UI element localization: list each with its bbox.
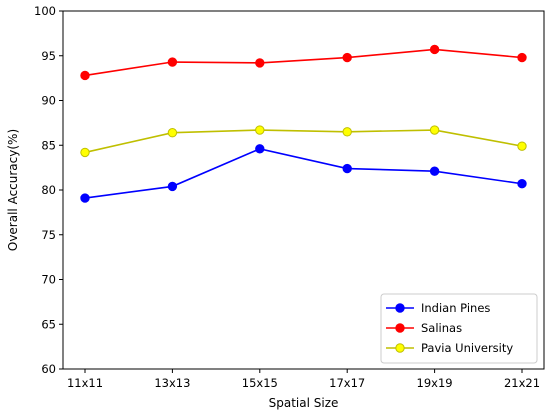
data-point-salinas xyxy=(429,44,440,55)
data-point-pavia-university xyxy=(255,125,265,135)
legend-marker xyxy=(395,323,405,333)
data-point-pavia-university xyxy=(167,128,178,138)
legend-frame xyxy=(380,293,538,364)
y-axis-label: Overall Accuracy(%) xyxy=(6,129,20,251)
data-point-salinas xyxy=(342,52,352,63)
y-tick-label: 75 xyxy=(41,228,56,242)
legend-label: Pavia University xyxy=(421,341,513,355)
series-pavia-university xyxy=(80,125,527,158)
series-indian-pines xyxy=(80,144,527,203)
y-tick-label: 60 xyxy=(41,362,56,376)
data-point-pavia-university xyxy=(429,125,440,135)
data-point-salinas xyxy=(255,58,265,68)
y-tick-label: 70 xyxy=(41,273,56,287)
legend-item-pavia-university: Pavia University xyxy=(386,341,513,355)
data-point-indian-pines xyxy=(342,163,352,174)
data-point-pavia-university xyxy=(342,127,352,137)
x-tick-label: 13x13 xyxy=(154,376,190,390)
x-tick-label: 17x17 xyxy=(329,376,365,390)
y-tick-label: 100 xyxy=(34,4,56,18)
legend-label: Salinas xyxy=(421,321,462,335)
series-line-salinas xyxy=(84,48,523,77)
y-tick-label: 90 xyxy=(41,94,56,108)
plot-area-frame xyxy=(62,10,545,370)
y-tick-label: 80 xyxy=(41,183,56,197)
legend-item-indian-pines: Indian Pines xyxy=(386,301,490,315)
x-tick-label: 21x21 xyxy=(504,376,540,390)
x-tick-label: 15x15 xyxy=(242,376,278,390)
data-point-indian-pines xyxy=(255,144,265,154)
legend-label: Indian Pines xyxy=(421,301,490,315)
data-point-salinas xyxy=(517,52,527,63)
x-tick-label: 19x19 xyxy=(417,376,453,390)
y-tick-label: 65 xyxy=(41,317,56,331)
axis-ticks: 60 65 70 75 80 85 90 95 100 11x11 13x13 15x15 17x17 1… xyxy=(34,4,540,390)
data-point-indian-pines xyxy=(517,179,527,189)
legend-marker xyxy=(395,303,405,313)
data-point-pavia-university xyxy=(80,147,90,158)
data-point-indian-pines xyxy=(429,166,440,176)
x-axis-label: Spatial Size xyxy=(269,396,339,410)
legend-item-salinas: Salinas xyxy=(386,321,462,335)
series-line-pavia-university xyxy=(84,129,523,154)
data-point-indian-pines xyxy=(80,193,90,203)
x-tick-label: 11x11 xyxy=(67,376,103,390)
data-point-salinas xyxy=(167,57,178,67)
legend-marker xyxy=(395,343,405,353)
series-layer xyxy=(80,44,527,203)
series-salinas xyxy=(80,44,527,81)
data-point-indian-pines xyxy=(167,181,178,192)
legend: Indian Pines Salinas Pavia University xyxy=(380,293,538,364)
y-tick-label: 95 xyxy=(41,49,56,63)
data-point-pavia-university xyxy=(517,141,527,151)
series-line-indian-pines xyxy=(84,147,523,199)
y-tick-label: 85 xyxy=(41,138,56,152)
data-point-salinas xyxy=(80,70,90,81)
